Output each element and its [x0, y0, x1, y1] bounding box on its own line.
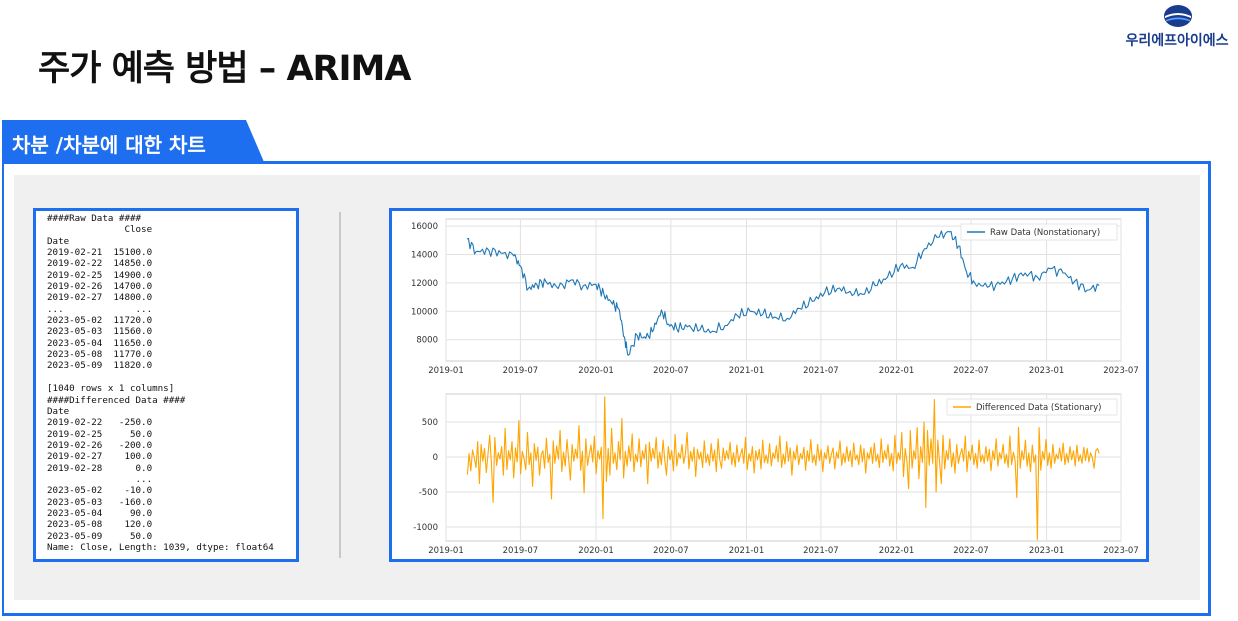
- chart-panel: 2019-01 2019-07 2020-01 2020-07 2021-01 2021-…: [389, 208, 1149, 562]
- console-line: 2023-05-04 11650.0: [47, 337, 153, 349]
- legend-label: Differenced Data (Stationary): [976, 403, 1102, 413]
- console-line: 2019-02-25 14900.0: [47, 269, 153, 281]
- legend-label: Raw Data (Nonstationary): [990, 228, 1100, 238]
- x-tick-label: 2022-07: [953, 546, 989, 556]
- console-line: 2023-05-04 90.0: [47, 507, 153, 519]
- console-line: ####Differenced Data ####: [47, 394, 186, 406]
- x-tick-label: 2019-01: [428, 366, 464, 376]
- chart-2: 2019-01 2019-07 2020-01 2020-07 2021-01 2021-…: [413, 393, 1139, 556]
- chart-1: 2019-01 2019-07 2020-01 2020-07 2021-01 2021-…: [411, 218, 1139, 376]
- console-line: 2019-02-21 15100.0: [47, 247, 153, 259]
- console-line: 2019-02-26 14700.0: [47, 281, 153, 293]
- console-line: ...: [47, 473, 153, 485]
- console-line: 2023-05-08 120.0: [47, 519, 153, 531]
- x-tick-label: 2020-07: [653, 366, 689, 376]
- x-tick-label: 2021-07: [803, 546, 839, 556]
- x-tick-label: 2020-01: [578, 366, 614, 376]
- x-tick-label: 2020-01: [578, 546, 614, 556]
- console-line: 2019-02-28 0.0: [47, 462, 153, 474]
- console-line: Name: Close, Length: 1039, dtype: float6…: [47, 541, 274, 553]
- vertical-divider: [339, 212, 341, 558]
- x-tick-label: 2022-01: [879, 366, 915, 376]
- x-tick-label: 2019-01: [428, 546, 464, 556]
- x-tick-label: 2021-01: [729, 546, 765, 556]
- charts-svg: 2019-01 2019-07 2020-01 2020-07 2021-01 2021-…: [411, 218, 1139, 556]
- console-line: Date: [47, 235, 70, 247]
- console-line: Date: [47, 405, 70, 417]
- x-tick-label: 2022-07: [953, 366, 989, 376]
- console-line: 2023-05-02 -10.0: [47, 485, 153, 497]
- console-line: 2019-02-25 50.0: [47, 428, 153, 440]
- x-tick-label: 2023-07: [1103, 546, 1139, 556]
- section-tab-shape: [2, 120, 264, 162]
- x-tick-label: 2020-07: [653, 546, 689, 556]
- x-tick-label: 2023-01: [1029, 546, 1065, 556]
- console-line: 2019-02-27 100.0: [47, 451, 153, 463]
- console-output: ####Raw Data #### Close Date 2019-02-21 …: [33, 208, 299, 562]
- x-tick-label: 2022-01: [879, 546, 915, 556]
- y-tick-label: 8000: [416, 336, 438, 346]
- logo-mark-icon: [1164, 5, 1192, 27]
- content-frame-left-edge: [2, 161, 4, 613]
- console-line: 2023-05-09 50.0: [47, 530, 153, 542]
- section-label: 차분 /차분에 대한 차트: [12, 133, 206, 157]
- slide-title: 주가 예측 방법 – ARIMA: [38, 49, 411, 89]
- console-line: ####Raw Data ####: [47, 213, 142, 224]
- console-line: 2023-05-02 11720.0: [47, 315, 153, 327]
- y-tick-label: 0: [433, 453, 438, 463]
- console-text: ####Raw Data #### Close Date 2019-02-21 …: [36, 211, 296, 553]
- console-line: 2019-02-22 -250.0: [47, 417, 153, 429]
- legend-box: [960, 223, 1118, 241]
- y-tick-label: 12000: [411, 279, 438, 289]
- y-tick-label: -500: [419, 488, 438, 498]
- console-line: 2023-05-03 11560.0: [47, 326, 153, 338]
- console-line: ... ...: [47, 303, 153, 315]
- x-tick-label: 2019-07: [503, 546, 539, 556]
- console-line: 2019-02-26 -200.0: [47, 439, 153, 451]
- y-tick-label: 500: [422, 418, 438, 428]
- x-tick-label: 2021-01: [729, 366, 765, 376]
- console-line: 2023-05-08 11770.0: [47, 349, 153, 361]
- x-tick-label: 2023-07: [1103, 366, 1139, 376]
- series-line: [466, 396, 1100, 541]
- console-line: 2019-02-27 14800.0: [47, 292, 153, 304]
- x-tick-label: 2023-01: [1029, 366, 1065, 376]
- y-tick-label: 16000: [411, 222, 438, 232]
- company-logo: 우리에프아이에스: [1118, 4, 1236, 50]
- console-line: 2019-02-22 14850.0: [47, 258, 153, 270]
- console-line: Close: [47, 224, 153, 236]
- y-tick-label: 14000: [411, 251, 438, 261]
- logo-text: 우리에프아이에스: [1125, 33, 1229, 49]
- x-tick-label: 2021-07: [803, 366, 839, 376]
- legend-box: [946, 398, 1118, 416]
- y-tick-label: -1000: [413, 523, 438, 533]
- series-line: [466, 230, 1100, 356]
- console-line: 2023-05-03 -160.0: [47, 496, 153, 508]
- section-tab: 차분 /차분에 대한 차트: [2, 120, 264, 162]
- x-tick-label: 2019-07: [503, 366, 539, 376]
- console-line: 2023-05-09 11820.0: [47, 360, 153, 372]
- y-tick-label: 10000: [411, 307, 438, 317]
- console-line: [1040 rows x 1 columns]: [47, 383, 175, 395]
